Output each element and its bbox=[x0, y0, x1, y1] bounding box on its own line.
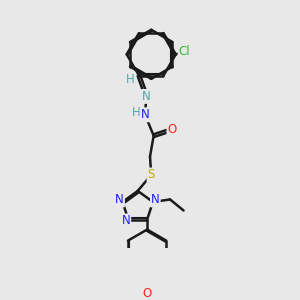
Text: S: S bbox=[148, 168, 155, 182]
Text: N: N bbox=[122, 214, 130, 227]
Text: O: O bbox=[142, 287, 152, 300]
Text: H: H bbox=[132, 106, 141, 119]
Text: O: O bbox=[167, 123, 177, 136]
Text: N: N bbox=[142, 90, 151, 103]
Text: N: N bbox=[141, 108, 149, 121]
Text: N: N bbox=[151, 194, 160, 206]
Text: N: N bbox=[115, 194, 124, 206]
Text: Cl: Cl bbox=[178, 45, 190, 58]
Text: H: H bbox=[126, 73, 135, 86]
